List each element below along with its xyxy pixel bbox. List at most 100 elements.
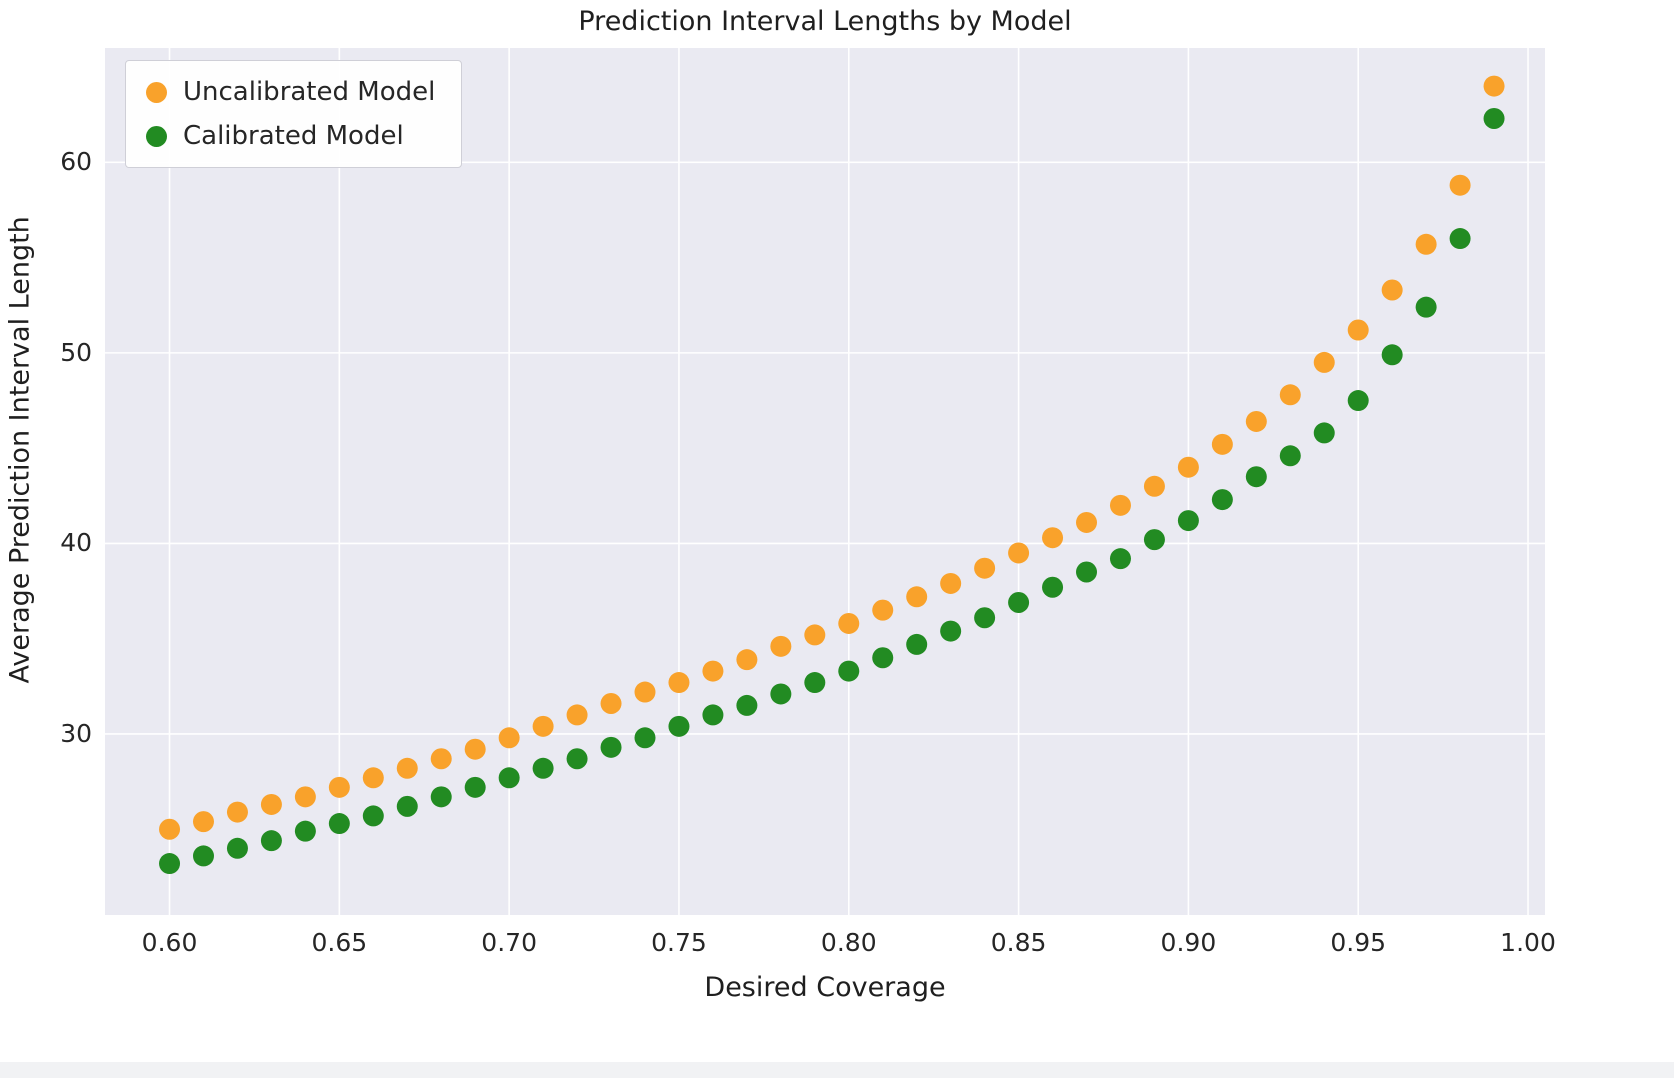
scatter-point-calibrated: [1177, 510, 1199, 532]
legend-label-calibrated: Calibrated Model: [183, 121, 404, 151]
scatter-point-uncalibrated: [702, 660, 724, 682]
scatter-point-uncalibrated: [159, 818, 181, 840]
scatter-point-calibrated: [736, 694, 758, 716]
y-tick-label: 40: [60, 528, 92, 558]
scatter-point-calibrated: [192, 845, 214, 867]
scatter-point-uncalibrated: [736, 649, 758, 671]
scatter-point-uncalibrated: [294, 786, 316, 808]
scatter-point-calibrated: [1076, 561, 1098, 583]
scatter-point-calibrated: [974, 607, 996, 629]
scatter-point-uncalibrated: [1042, 527, 1064, 549]
scatter-point-uncalibrated: [362, 767, 384, 789]
chart-title: Prediction Interval Lengths by Model: [578, 6, 1072, 37]
scatter-point-uncalibrated: [634, 681, 656, 703]
y-tick-label: 30: [60, 718, 92, 748]
scatter-point-uncalibrated: [974, 557, 996, 579]
scatter-point-calibrated: [362, 805, 384, 827]
scatter-point-uncalibrated: [1381, 279, 1403, 301]
x-tick-label: 0.60: [141, 928, 198, 957]
x-tick-label: 0.90: [1160, 928, 1217, 957]
scatter-point-uncalibrated: [668, 672, 690, 694]
scatter-point-calibrated: [940, 620, 962, 642]
scatter-point-calibrated: [498, 767, 520, 789]
scatter-point-uncalibrated: [1177, 456, 1199, 478]
scatter-point-calibrated: [532, 757, 554, 779]
scatter-point-calibrated: [1211, 489, 1233, 511]
scatter-point-uncalibrated: [260, 793, 282, 815]
scatter-point-uncalibrated: [940, 572, 962, 594]
scatter-point-calibrated: [1042, 576, 1064, 598]
scatter-point-calibrated: [1245, 466, 1267, 488]
scatter-point-calibrated: [668, 715, 690, 737]
scatter-point-uncalibrated: [906, 586, 928, 608]
scatter-point-uncalibrated: [804, 624, 826, 646]
scatter-point-calibrated: [600, 736, 622, 758]
legend-label-uncalibrated: Uncalibrated Model: [183, 77, 436, 107]
scatter-point-uncalibrated: [1143, 475, 1165, 497]
scatter-point-uncalibrated: [1313, 351, 1335, 373]
scatter-point-calibrated: [770, 683, 792, 705]
scatter-point-calibrated: [1109, 548, 1131, 570]
scatter-point-uncalibrated: [1245, 410, 1267, 432]
scatter-point-calibrated: [260, 830, 282, 852]
scatter-plot: [105, 48, 1545, 915]
scatter-point-uncalibrated: [566, 704, 588, 726]
scatter-point-calibrated: [396, 795, 418, 817]
legend-item-calibrated: Calibrated Model: [146, 121, 435, 151]
scatter-point-uncalibrated: [1211, 433, 1233, 455]
scatter-point-uncalibrated: [770, 635, 792, 657]
scatter-point-uncalibrated: [1279, 384, 1301, 406]
scatter-point-uncalibrated: [872, 599, 894, 621]
plot-area: Uncalibrated Model Calibrated Model: [105, 48, 1545, 915]
scatter-point-uncalibrated: [1483, 75, 1505, 97]
scatter-point-calibrated: [226, 837, 248, 859]
legend-item-uncalibrated: Uncalibrated Model: [146, 77, 435, 107]
scatter-point-calibrated: [328, 813, 350, 835]
scatter-point-uncalibrated: [1415, 233, 1437, 255]
x-tick-label: 0.95: [1330, 928, 1387, 957]
x-tick-label: 0.80: [820, 928, 877, 957]
scatter-point-uncalibrated: [1109, 494, 1131, 516]
scatter-point-uncalibrated: [838, 612, 860, 634]
scatter-point-uncalibrated: [328, 776, 350, 798]
scatter-point-calibrated: [1313, 422, 1335, 444]
scatter-point-calibrated: [1347, 390, 1369, 412]
scatter-point-calibrated: [1449, 228, 1471, 250]
scatter-point-calibrated: [1279, 445, 1301, 467]
scatter-point-calibrated: [1483, 108, 1505, 130]
scatter-point-calibrated: [1008, 591, 1030, 613]
calibrated-marker-icon: [146, 125, 167, 147]
scatter-point-calibrated: [906, 633, 928, 655]
scatter-point-uncalibrated: [498, 727, 520, 749]
scatter-point-calibrated: [1415, 296, 1437, 318]
x-tick-label: 0.70: [481, 928, 537, 957]
x-tick-label: 0.75: [651, 928, 707, 957]
scatter-point-calibrated: [702, 704, 724, 726]
scatter-point-uncalibrated: [1449, 174, 1471, 196]
scatter-point-calibrated: [804, 672, 826, 694]
scatter-point-uncalibrated: [1076, 511, 1098, 533]
y-tick-label: 50: [60, 337, 92, 367]
x-tick-label: 0.85: [990, 928, 1047, 957]
legend: Uncalibrated Model Calibrated Model: [125, 60, 463, 168]
x-tick-label: 0.65: [311, 928, 368, 957]
scatter-point-uncalibrated: [532, 715, 554, 737]
scatter-point-calibrated: [566, 748, 588, 770]
scatter-point-calibrated: [294, 820, 316, 842]
scatter-point-calibrated: [872, 647, 894, 669]
scatter-point-calibrated: [159, 853, 181, 875]
scatter-point-calibrated: [430, 786, 452, 808]
scatter-point-calibrated: [634, 727, 656, 749]
scatter-point-uncalibrated: [430, 748, 452, 770]
scatter-point-uncalibrated: [464, 738, 486, 760]
uncalibrated-marker-icon: [146, 81, 167, 103]
y-tick-label: 60: [60, 147, 92, 177]
scatter-point-uncalibrated: [396, 757, 418, 779]
scatter-point-uncalibrated: [192, 811, 214, 833]
scatter-point-uncalibrated: [600, 692, 622, 714]
scatter-point-calibrated: [838, 660, 860, 682]
scatter-point-uncalibrated: [226, 801, 248, 823]
scatter-point-uncalibrated: [1008, 542, 1030, 564]
bottom-strip: [0, 1062, 1674, 1078]
